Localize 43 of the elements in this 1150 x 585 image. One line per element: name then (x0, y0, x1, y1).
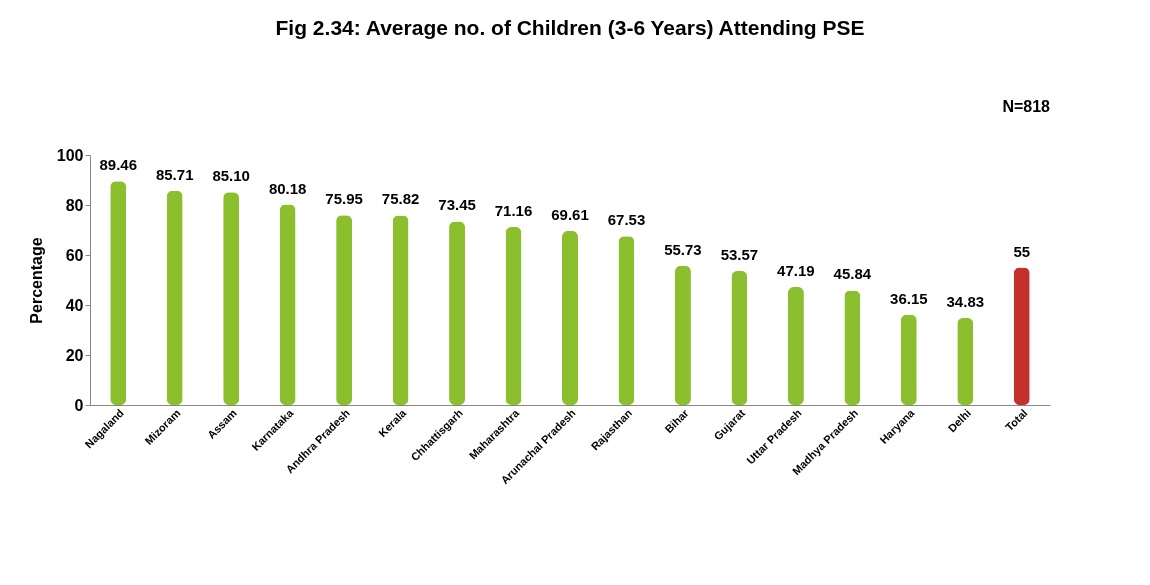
bar (336, 215, 353, 405)
data-label: 75.82 (381, 190, 420, 208)
data-label: 55 (1013, 242, 1031, 260)
data-label: 71.16 (494, 202, 533, 220)
data-label: 34.83 (946, 292, 985, 310)
data-label: 69.61 (551, 205, 589, 223)
data-label: 85.71 (155, 165, 194, 183)
y-tick-label: 0 (74, 396, 84, 414)
data-label: 89.46 (99, 156, 138, 174)
data-label: 55.73 (664, 240, 702, 258)
data-label: 75.95 (325, 190, 363, 208)
data-label: 73.45 (438, 196, 476, 214)
bar (166, 190, 183, 405)
y-tick-label: 100 (56, 146, 84, 164)
data-label: 53.57 (720, 246, 759, 264)
bar (449, 221, 466, 405)
bar (1013, 267, 1030, 405)
text: N=818 (1002, 98, 1051, 115)
bar (392, 215, 409, 405)
bar (787, 287, 804, 405)
chart-title: Fig 2.34: Average no. of Children (3-6 Years) Attending PSE (275, 16, 865, 39)
bar (618, 236, 635, 405)
bar (505, 227, 522, 405)
y-tick-label: 60 (65, 246, 84, 264)
y-tick-label: 40 (65, 296, 84, 314)
bar (900, 314, 917, 405)
data-label: 36.15 (890, 289, 928, 307)
bar (957, 317, 974, 405)
data-label: 85.10 (212, 167, 250, 185)
bar (110, 181, 127, 405)
y-tick-label: 20 (65, 346, 84, 364)
bar (844, 290, 861, 405)
data-label: 47.19 (777, 262, 815, 280)
bar (562, 230, 578, 405)
bar (223, 192, 240, 405)
y-tick-label: 80 (65, 196, 84, 214)
bar (279, 204, 296, 405)
y-axis-title: Percentage (27, 237, 45, 324)
bar (674, 265, 691, 405)
data-label: 80.18 (268, 179, 307, 197)
bar (731, 271, 748, 405)
data-label: 45.84 (833, 265, 872, 283)
data-label: 67.53 (607, 211, 646, 229)
